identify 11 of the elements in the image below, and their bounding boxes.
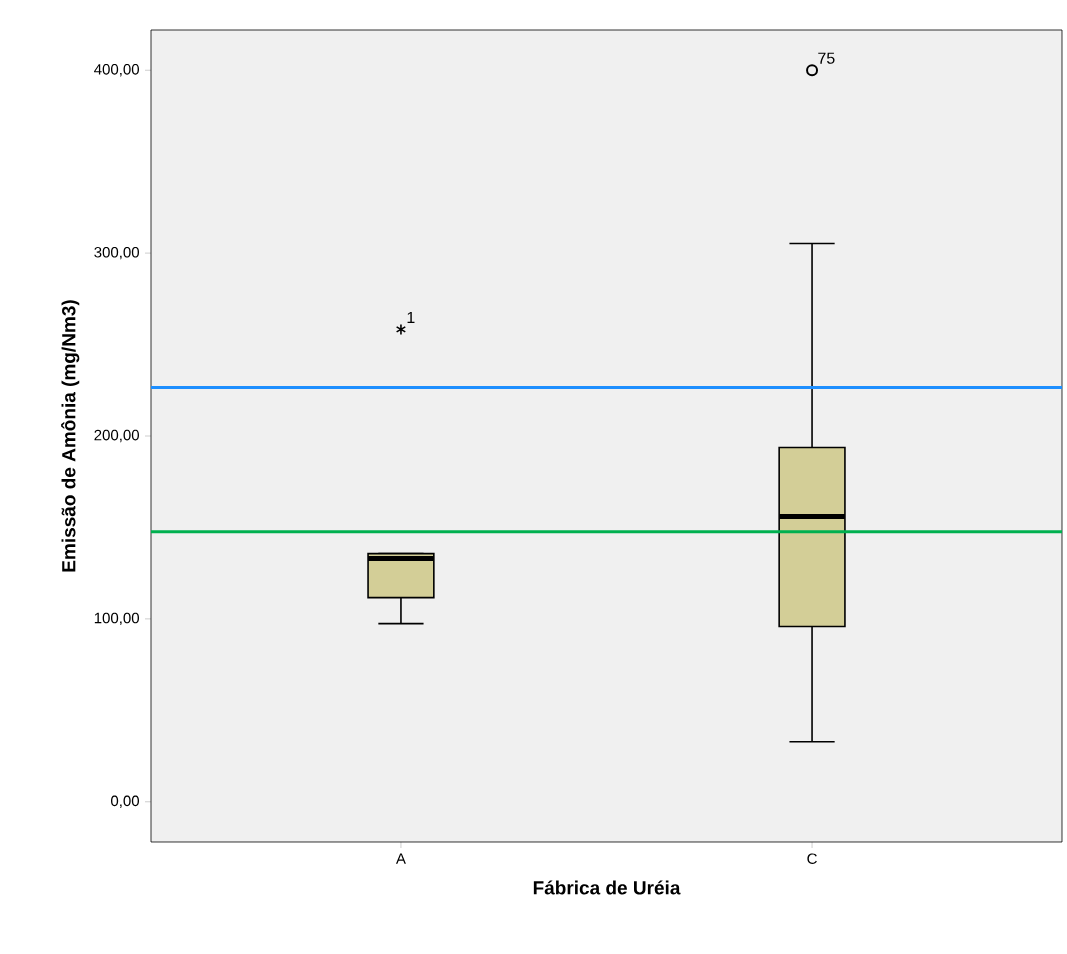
y-tick-label: 300,00: [94, 246, 139, 260]
annotation: 75: [818, 52, 835, 64]
annotation: 1: [407, 311, 415, 323]
y-tick-label: 0,00: [111, 795, 140, 808]
y-tick-label: 100,00: [94, 612, 139, 626]
x-tick-label: A: [395, 853, 406, 864]
x-tick-label: C: [807, 853, 817, 865]
y-tick-label: 400,00: [94, 64, 139, 77]
x-axis-title: Fábrica de Uréia: [533, 880, 681, 895]
y-axis-title: Emissão de Amônia (mg/Nm3): [61, 300, 80, 572]
y-tick-label: 200,00: [94, 429, 139, 443]
